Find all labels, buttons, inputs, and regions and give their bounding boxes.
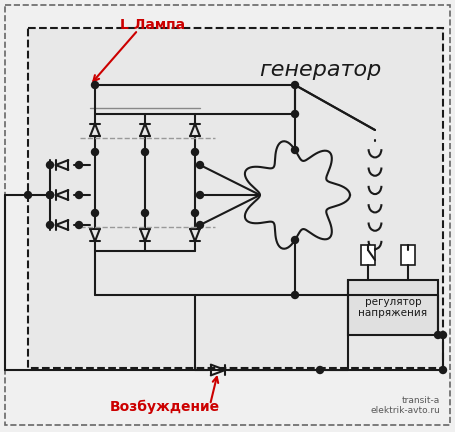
Circle shape (25, 191, 31, 198)
Circle shape (142, 149, 148, 156)
Circle shape (292, 146, 298, 153)
Circle shape (435, 331, 441, 339)
Circle shape (440, 366, 446, 374)
Circle shape (192, 210, 198, 216)
Circle shape (46, 191, 54, 198)
Circle shape (91, 149, 98, 156)
Text: генератор: генератор (259, 60, 381, 80)
Text: Возбуждение: Возбуждение (110, 400, 220, 414)
Circle shape (292, 292, 298, 299)
Circle shape (197, 191, 203, 198)
Bar (348, 280, 438, 335)
Circle shape (142, 210, 148, 216)
Circle shape (292, 82, 298, 89)
Circle shape (292, 111, 298, 118)
FancyBboxPatch shape (5, 5, 450, 425)
Circle shape (317, 366, 324, 374)
Circle shape (197, 222, 203, 229)
Circle shape (292, 236, 298, 244)
Circle shape (76, 191, 82, 198)
Circle shape (197, 162, 203, 168)
Circle shape (76, 222, 82, 229)
Text: transit-a
elektrik-avto.ru: transit-a elektrik-avto.ru (370, 396, 440, 415)
Circle shape (46, 222, 54, 229)
Circle shape (91, 82, 98, 89)
Text: регулятор
напряжения: регулятор напряжения (359, 297, 428, 318)
Circle shape (440, 331, 446, 339)
Circle shape (46, 162, 54, 168)
Circle shape (76, 162, 82, 168)
Circle shape (91, 210, 98, 216)
Bar (401, 245, 415, 265)
Circle shape (46, 191, 54, 198)
Bar (361, 245, 375, 265)
Text: L Лампа: L Лампа (120, 18, 185, 32)
FancyBboxPatch shape (28, 28, 443, 368)
Circle shape (192, 149, 198, 156)
